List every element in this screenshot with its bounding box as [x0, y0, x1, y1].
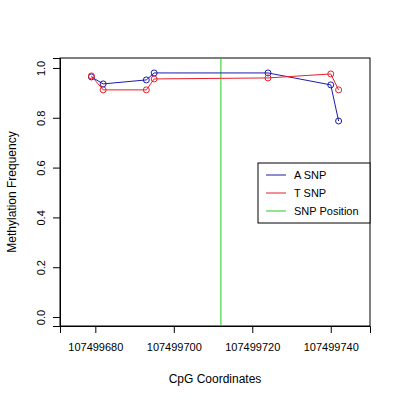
- x-tick-mark: [331, 326, 332, 333]
- y-tick-mark: [53, 118, 60, 119]
- y-tick-mark: [53, 217, 60, 218]
- x-tick-label: 107499700: [147, 341, 202, 353]
- y-tick: 0.4: [35, 210, 60, 225]
- series-point: [328, 71, 334, 77]
- legend-label: T SNP: [294, 187, 326, 199]
- x-tick-mark: [174, 326, 175, 333]
- y-tick-label: 0.0: [35, 310, 47, 325]
- series-point: [328, 82, 334, 88]
- y-tick: 0.8: [35, 111, 60, 126]
- y-tick: 1.0: [35, 61, 60, 76]
- series-point: [100, 87, 106, 93]
- legend-swatch: [266, 211, 286, 212]
- x-tick-label: 107499720: [225, 341, 280, 353]
- legend-box: [258, 163, 370, 223]
- series-point: [143, 77, 149, 83]
- y-tick-mark: [53, 168, 60, 169]
- series-point: [143, 87, 149, 93]
- x-tick: 107499720: [225, 326, 280, 353]
- y-tick: 0.0: [35, 310, 60, 325]
- series-point: [336, 87, 342, 93]
- x-tick: 107499740: [304, 326, 359, 353]
- chart: 1074996801074997001074997201074997400.00…: [0, 0, 400, 400]
- y-tick-label: 0.8: [35, 111, 47, 126]
- x-tick-mark: [252, 326, 253, 333]
- x-tick: 107499680: [68, 326, 123, 353]
- plot-area: [88, 58, 341, 326]
- legend-swatch: [266, 193, 286, 194]
- legend-label: A SNP: [294, 169, 326, 181]
- y-axis-line: [53, 59, 61, 327]
- series-line: [91, 74, 338, 90]
- x-axis-title: CpG Coordinates: [169, 372, 262, 386]
- y-axis-title: Methylation Frequency: [5, 131, 19, 252]
- y-tick-label: 0.6: [35, 160, 47, 175]
- x-axis: 107499680 107499700 107499720 107499740: [61, 326, 371, 353]
- x-tick: 107499700: [147, 326, 202, 353]
- series-point: [265, 75, 271, 81]
- y-tick-label: 1.0: [35, 61, 47, 76]
- y-tick: 0.2: [35, 260, 60, 275]
- series-point: [336, 118, 342, 124]
- series-point: [151, 76, 157, 82]
- y-axis: 0.0 0.2 0.4 0.6 0.8 1.0: [35, 59, 61, 327]
- y-tick-label: 0.2: [35, 260, 47, 275]
- y-tick-label: 0.4: [35, 210, 47, 225]
- x-tick-mark: [95, 326, 96, 333]
- legend-label: SNP Position: [294, 205, 359, 217]
- y-tick-mark: [53, 267, 60, 268]
- x-tick-label: 107499740: [304, 341, 359, 353]
- plot-frame: [60, 58, 370, 326]
- x-tick-label: 107499680: [68, 341, 123, 353]
- y-tick-mark: [53, 68, 60, 69]
- series-point: [151, 70, 157, 76]
- series-point: [100, 81, 106, 87]
- series-point: [88, 73, 94, 79]
- x-axis-line: [61, 327, 371, 334]
- y-tick: 0.6: [35, 160, 60, 175]
- series-line: [91, 73, 338, 121]
- y-tick-mark: [53, 317, 60, 318]
- snp-position-line: [220, 58, 221, 326]
- legend: A SNP T SNP SNP Position: [258, 163, 370, 223]
- legend-swatch: [266, 175, 286, 176]
